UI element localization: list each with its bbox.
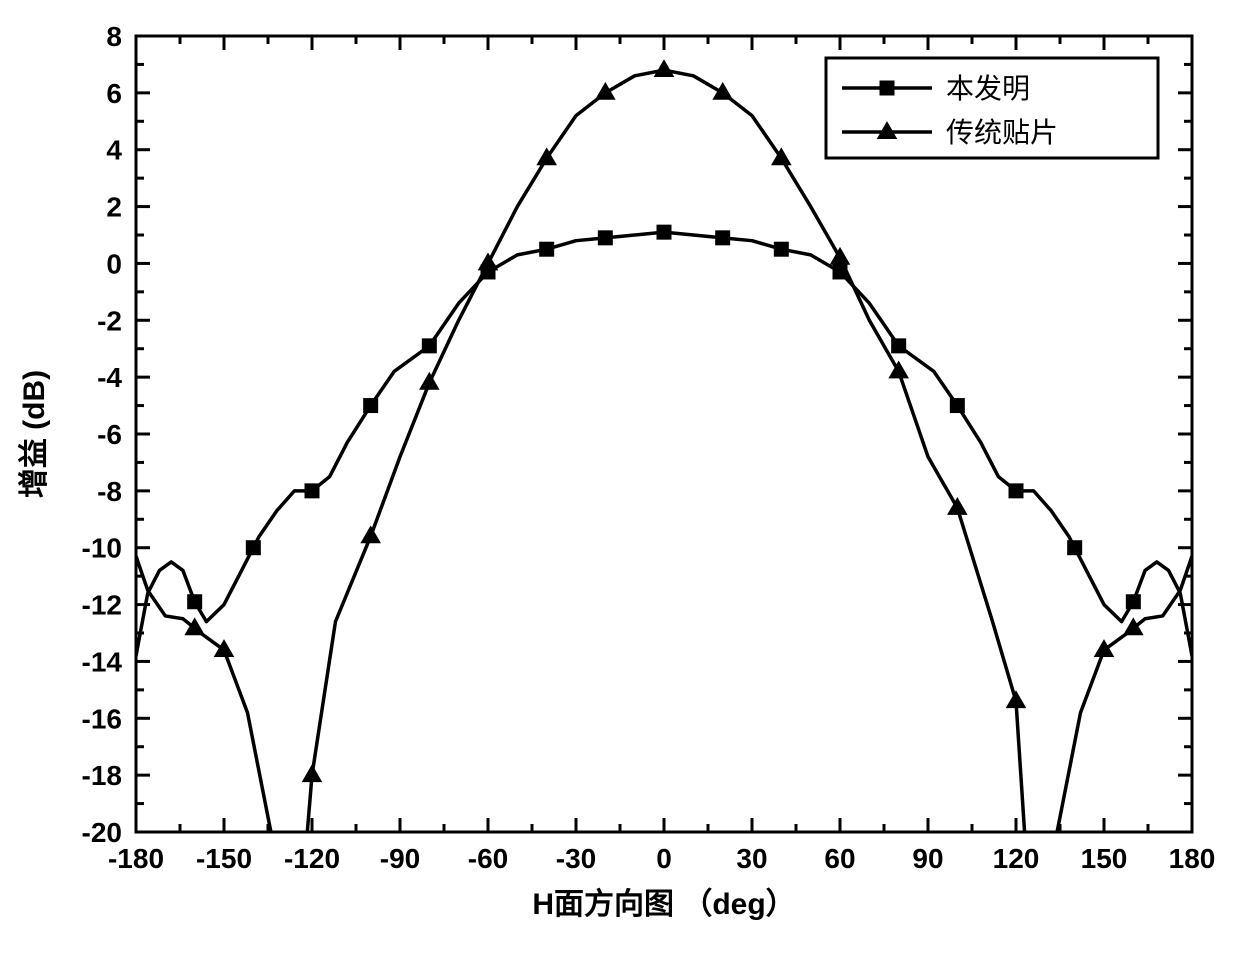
x-tick-label: 0 [656, 843, 672, 874]
y-tick-label: -16 [82, 703, 122, 734]
legend-label: 传统贴片 [946, 117, 1058, 148]
y-tick-label: -6 [97, 419, 122, 450]
y-tick-label: 2 [106, 192, 122, 223]
y-tick-label: -18 [82, 760, 122, 791]
y-tick-label: -10 [82, 533, 122, 564]
x-tick-label: 90 [912, 843, 943, 874]
x-tick-label: 180 [1169, 843, 1216, 874]
chart-svg: -18 0 -150 -120 -90 -60 -30 0 30 60 90 120 150 180 -20… [0, 0, 1240, 954]
y-tick-label: -2 [97, 305, 122, 336]
y-tick-label: 0 [106, 248, 122, 279]
x-axis-label: H面方向图 （deg） [532, 887, 795, 921]
legend: 本发明传统贴片 [826, 58, 1158, 158]
y-tick-label: 6 [106, 78, 122, 109]
x-tick-label: 60 [824, 843, 855, 874]
x-tick-label: -120 [284, 843, 340, 874]
radiation-pattern-chart: -18 0 -150 -120 -90 -60 -30 0 30 60 90 120 150 180 -20… [0, 0, 1240, 954]
y-tick-label: -8 [97, 476, 122, 507]
y-axis-label: 增益 (dB) [18, 370, 51, 498]
x-tick-label: -30 [556, 843, 596, 874]
y-tick-label: -14 [82, 646, 123, 677]
x-tick-label: -150 [196, 843, 252, 874]
y-tick-label: -20 [82, 817, 122, 848]
x-tick-label: 150 [1081, 843, 1128, 874]
x-tick-label: -90 [380, 843, 420, 874]
legend-label: 本发明 [946, 73, 1030, 104]
y-tick-label: -12 [82, 590, 122, 621]
y-tick-label: 4 [106, 135, 122, 166]
y-tick-label: 8 [106, 21, 122, 52]
x-tick-label: 120 [993, 843, 1040, 874]
x-tick-label: -60 [468, 843, 508, 874]
x-tick-label: 30 [736, 843, 767, 874]
y-tick-label: -4 [97, 362, 122, 393]
